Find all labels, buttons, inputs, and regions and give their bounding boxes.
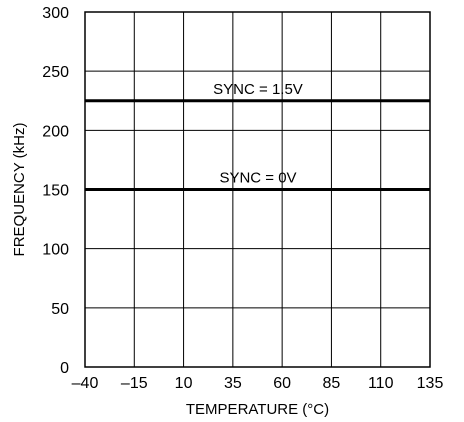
y-axis-label: FREQUENCY (kHz) [11, 123, 28, 257]
y-tick-label: 200 [42, 123, 69, 140]
y-tick-label: 150 [42, 183, 69, 200]
y-tick-label: 100 [42, 242, 69, 259]
x-tick-label: 10 [175, 375, 193, 392]
y-tick-label: 250 [42, 64, 69, 81]
y-tick-label: 50 [51, 301, 69, 318]
x-tick-label: 110 [368, 375, 394, 392]
x-tick-label: 60 [273, 375, 291, 392]
x-tick-label: 85 [323, 375, 341, 392]
x-tick-label: –40 [72, 375, 99, 392]
x-tick-label: 135 [417, 375, 444, 392]
y-tick-label: 0 [60, 360, 69, 377]
x-axis-label: TEMPERATURE (°C) [186, 401, 329, 418]
x-tick-labels: –40 –15 10 35 60 85 110 135 [72, 375, 444, 392]
y-tick-label: 300 [42, 5, 69, 22]
series-label: SYNC = 1.5V [213, 81, 303, 98]
x-tick-label: –15 [121, 375, 148, 392]
series-lines: SYNC = 1.5V SYNC = 0V [85, 81, 430, 191]
series-label: SYNC = 0V [219, 170, 296, 187]
y-tick-labels: 0 50 100 150 200 250 300 [42, 5, 69, 377]
x-tick-label: 35 [224, 375, 242, 392]
